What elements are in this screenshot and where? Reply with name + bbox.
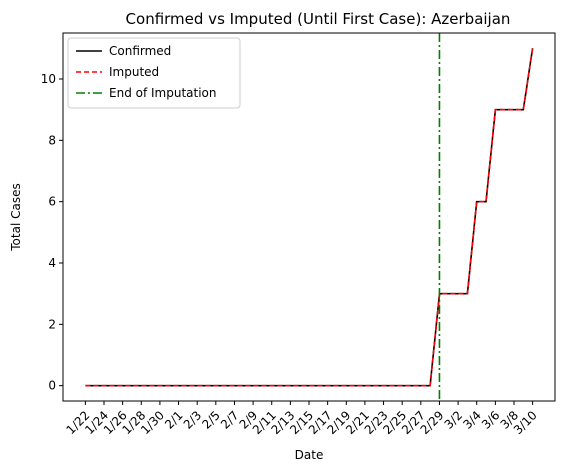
series-line-imputed xyxy=(85,48,534,387)
chart-title: Confirmed vs Imputed (Until First Case):… xyxy=(126,10,511,28)
y-tick-label: 10 xyxy=(41,72,56,86)
legend-label: Imputed xyxy=(109,65,159,79)
legend-box xyxy=(67,37,241,109)
legend-label: End of Imputation xyxy=(109,86,217,100)
legend: Confirmed Imputed End of Imputation xyxy=(67,37,241,109)
x-axis-label: Date xyxy=(295,448,324,462)
y-tick-label: 2 xyxy=(48,317,56,331)
plot-frame xyxy=(62,32,556,402)
y-tick-label: 0 xyxy=(48,379,56,393)
y-tick-label: 4 xyxy=(48,256,56,270)
y-tick-label: 8 xyxy=(48,133,56,147)
y-tick-label: 6 xyxy=(48,195,56,209)
y-axis-label: Total Cases xyxy=(9,183,23,251)
legend-label: Confirmed xyxy=(109,44,171,58)
